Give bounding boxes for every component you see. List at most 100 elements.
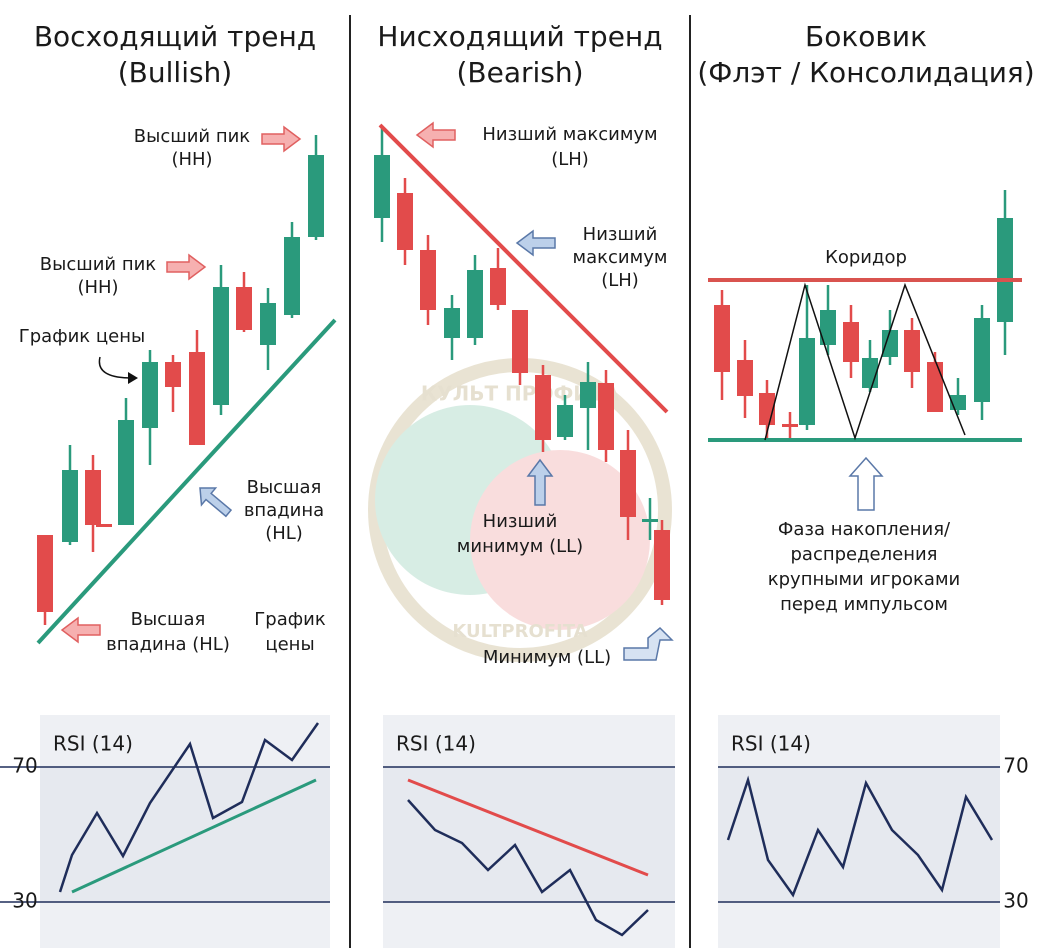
panel-title: Боковик — [805, 20, 927, 53]
candle — [535, 375, 551, 440]
panel-title: (Bearish) — [456, 56, 583, 89]
annotation: (LH) — [601, 270, 639, 291]
candle — [420, 250, 436, 310]
candle — [580, 382, 596, 408]
annotation: (HH) — [77, 277, 118, 298]
candle — [820, 310, 836, 345]
candle — [598, 383, 614, 450]
curved-arrow — [98, 356, 133, 379]
candle — [843, 322, 859, 362]
annotation: впадина — [244, 500, 324, 521]
watermark-shape — [470, 450, 650, 630]
resistance-line — [378, 123, 669, 414]
candle — [213, 287, 229, 405]
annotation: Высшая — [131, 609, 206, 630]
candle — [37, 535, 53, 612]
arrow — [526, 458, 554, 506]
rsi-trend — [71, 778, 317, 894]
rsi-label: RSI (14) — [731, 732, 811, 756]
candle — [654, 530, 670, 600]
rsi-zone — [718, 767, 1000, 902]
watermark-shape — [375, 405, 565, 595]
annotation: График цены — [19, 326, 145, 347]
annotation: Низший максимум — [482, 124, 657, 145]
candle — [557, 405, 573, 437]
arrowhead — [128, 372, 138, 384]
rsi-tick-label: 70 — [12, 754, 37, 778]
candle — [62, 470, 78, 542]
candle — [189, 352, 205, 445]
arrow — [166, 253, 207, 281]
candle — [165, 362, 181, 387]
annotation: максимум — [573, 247, 668, 268]
watermark-text: KULTPROFITA — [452, 621, 587, 642]
annotation: (HH) — [171, 149, 212, 170]
zigzag — [764, 282, 966, 441]
annotation: Высшая — [247, 477, 322, 498]
annotation: минимум (LL) — [457, 536, 583, 557]
candle — [467, 270, 483, 338]
annotation: Низший — [583, 224, 658, 245]
arrow — [515, 229, 556, 257]
candle — [236, 287, 252, 330]
annotation: распределения — [790, 544, 937, 565]
annotation: крупными игроками — [768, 569, 960, 590]
rsi-line — [407, 799, 649, 937]
annotation: впадина (HL) — [106, 634, 230, 655]
candle — [974, 318, 990, 402]
arrow — [415, 121, 456, 149]
candle — [85, 470, 101, 525]
candle — [714, 305, 730, 372]
annotation: (HL) — [265, 523, 303, 544]
panel-title: Нисходящий тренд — [377, 20, 662, 53]
rsi-line — [58, 722, 320, 893]
candle — [142, 362, 158, 428]
candle — [444, 308, 460, 338]
panel-title: Восходящий тренд — [34, 20, 316, 53]
annotation: Высший пик — [134, 126, 251, 147]
candle — [997, 218, 1013, 322]
panel-title: (Флэт / Консолидация) — [697, 56, 1034, 89]
candle — [782, 424, 798, 427]
annotation: График — [254, 609, 326, 630]
arrow — [199, 487, 233, 518]
rsi-trend — [407, 778, 649, 877]
candle — [374, 155, 390, 218]
annotation: Высший пик — [40, 254, 157, 275]
candle — [927, 362, 943, 412]
candle — [799, 338, 815, 425]
candle — [512, 310, 528, 373]
arrow — [60, 616, 101, 644]
panel-title: (Bullish) — [118, 56, 232, 89]
candle — [904, 330, 920, 372]
rsi-label: RSI (14) — [396, 732, 476, 756]
candle — [308, 155, 324, 237]
candle — [284, 237, 300, 315]
candle — [397, 193, 413, 250]
annotation: Фаза накопления/ — [778, 519, 951, 540]
rsi-line — [726, 775, 994, 898]
rsi-zone — [40, 767, 330, 902]
candle — [737, 360, 753, 396]
arrow — [623, 626, 674, 661]
candle — [490, 268, 506, 305]
support-line — [36, 318, 337, 645]
annotation: Низший — [483, 511, 558, 532]
arrow — [848, 456, 884, 511]
rsi-tick-label: 30 — [12, 889, 37, 913]
candle — [118, 420, 134, 525]
annotation: (LH) — [551, 149, 589, 170]
candle — [260, 303, 276, 345]
rsi-label: RSI (14) — [53, 732, 133, 756]
candle — [882, 330, 898, 357]
annotation: цены — [265, 634, 314, 655]
annotation: перед импульсом — [780, 594, 948, 615]
arrow — [261, 125, 302, 153]
candle — [642, 519, 658, 522]
candle — [96, 524, 112, 527]
annotation: Коридор — [825, 247, 907, 268]
rsi-tick-label: 30 — [1003, 889, 1028, 913]
rsi-tick-label: 70 — [1003, 754, 1028, 778]
annotation: Минимум (LL) — [483, 647, 611, 668]
